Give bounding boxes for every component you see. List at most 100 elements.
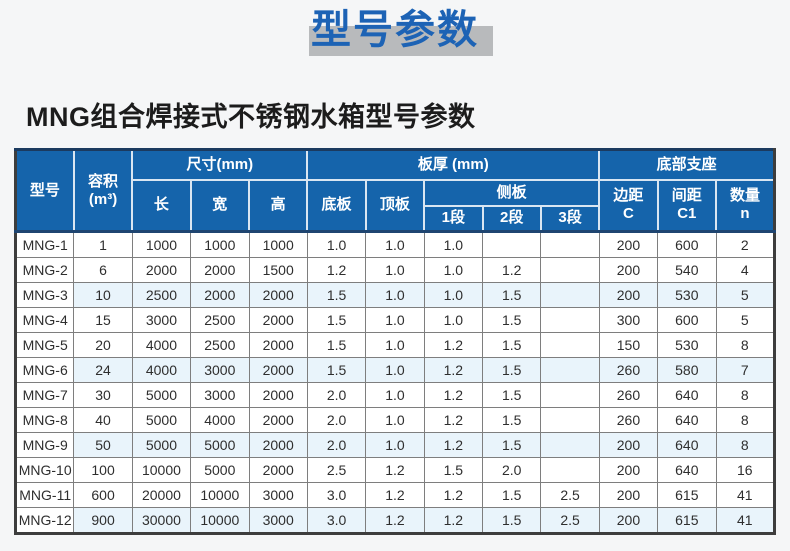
- table-row: MNG-7 30 5000 3000 2000 2.0 1.0 1.2 1.5 260 640 8: [14, 382, 775, 408]
- cell-height: 2000: [248, 407, 308, 433]
- cell-side-seg3: [540, 407, 600, 433]
- table-row: MNG-11 600 20000 10000 3000 3.0 1.2 1.2 1.5 2.5 20…: [14, 482, 775, 508]
- col-header-model: 型号: [14, 148, 75, 233]
- cell-side-seg2: 1.2: [481, 257, 542, 283]
- cell-volume: 30: [73, 382, 133, 408]
- cell-edge-c: 200: [598, 507, 659, 534]
- col-group-size: 尺寸(mm): [131, 148, 309, 181]
- cell-spacing-c1: 600: [657, 230, 717, 258]
- cell-edge-c: 260: [598, 382, 659, 408]
- cell-spacing-c1: 615: [657, 482, 717, 508]
- cell-length: 5000: [131, 407, 192, 433]
- cell-model: MNG-3: [14, 282, 75, 308]
- col-header-seg2: 2段: [481, 204, 542, 233]
- cell-volume: 40: [73, 407, 133, 433]
- cell-height: 2000: [248, 332, 308, 358]
- cell-volume: 20: [73, 332, 133, 358]
- cell-model: MNG-4: [14, 307, 75, 333]
- cell-length: 3000: [131, 307, 192, 333]
- cell-side-seg1: 1.2: [423, 407, 484, 433]
- cell-qty-n: 8: [715, 382, 775, 408]
- cell-side-seg3: 2.5: [540, 482, 600, 508]
- cell-width: 5000: [190, 457, 250, 483]
- col-header-volume-line2: (m³): [88, 190, 118, 208]
- cell-model: MNG-8: [14, 407, 75, 433]
- cell-bottom-plate: 1.5: [306, 307, 367, 333]
- col-group-side-plate: 侧板: [423, 178, 601, 207]
- cell-volume: 1: [73, 230, 133, 258]
- cell-length: 2500: [131, 282, 192, 308]
- cell-model: MNG-10: [14, 457, 75, 483]
- col-header-edge-c: 边距 C: [598, 178, 659, 233]
- table-row: MNG-2 6 2000 2000 1500 1.2 1.0 1.0 1.2 200 540 4: [14, 257, 775, 283]
- cell-length: 20000: [131, 482, 192, 508]
- cell-side-seg1: 1.0: [423, 257, 484, 283]
- cell-side-seg1: 1.2: [423, 507, 484, 534]
- cell-spacing-c1: 580: [657, 357, 717, 383]
- cell-spacing-c1: 640: [657, 457, 717, 483]
- cell-side-seg3: [540, 257, 600, 283]
- cell-qty-n: 8: [715, 332, 775, 358]
- cell-side-seg3: [540, 230, 600, 258]
- cell-spacing-c1: 640: [657, 407, 717, 433]
- cell-side-seg3: [540, 282, 600, 308]
- cell-side-seg1: 1.5: [423, 457, 484, 483]
- cell-top-plate: 1.0: [365, 332, 425, 358]
- table-body: MNG-1 1 1000 1000 1000 1.0 1.0 1.0 200 600 2 MNG-2 6…: [14, 230, 775, 534]
- col-group-thickness: 板厚 (mm): [306, 148, 601, 181]
- col-header-volume-line1: 容积: [88, 172, 119, 190]
- table-row: MNG-9 50 5000 5000 2000 2.0 1.0 1.2 1.5 200 640 8: [14, 432, 775, 458]
- cell-edge-c: 300: [598, 307, 659, 333]
- col-header-height: 高: [247, 178, 309, 233]
- cell-width: 1000: [190, 230, 250, 258]
- col-header-qty-n-line1: 数量: [729, 187, 760, 205]
- cell-length: 5000: [131, 432, 192, 458]
- cell-bottom-plate: 1.5: [306, 332, 367, 358]
- cell-bottom-plate: 3.0: [306, 507, 367, 534]
- cell-edge-c: 200: [598, 282, 659, 308]
- cell-top-plate: 1.2: [365, 507, 425, 534]
- cell-edge-c: 200: [598, 257, 659, 283]
- cell-bottom-plate: 1.0: [306, 230, 367, 258]
- table-row: MNG-6 24 4000 3000 2000 1.5 1.0 1.2 1.5 260 580 7: [14, 357, 775, 383]
- cell-bottom-plate: 1.5: [306, 282, 367, 308]
- cell-length: 1000: [131, 230, 192, 258]
- cell-qty-n: 5: [715, 307, 775, 333]
- cell-length: 2000: [131, 257, 192, 283]
- cell-height: 3000: [248, 507, 308, 534]
- header-row-sub: 长 宽 高 底板 顶板 侧板 边距 C 间距 C1 数量 n: [16, 178, 776, 233]
- cell-height: 2000: [248, 307, 308, 333]
- cell-bottom-plate: 2.0: [306, 407, 367, 433]
- cell-height: 2000: [248, 357, 308, 383]
- col-header-spacing-c1-line1: 间距: [671, 187, 702, 205]
- cell-bottom-plate: 2.0: [306, 432, 367, 458]
- page-title: 型号参数: [309, 6, 493, 56]
- col-header-qty-n-line2: n: [740, 205, 750, 223]
- spec-table: 型号 容积 (m³) 尺寸(mm) 板厚 (mm) 底部支座 长 宽 高 底板 …: [14, 148, 776, 535]
- cell-edge-c: 200: [598, 432, 659, 458]
- cell-width: 5000: [190, 432, 250, 458]
- cell-width: 10000: [190, 482, 250, 508]
- cell-model: MNG-11: [14, 482, 75, 508]
- col-header-bottom-plate: 底板: [306, 178, 367, 233]
- cell-side-seg1: 1.0: [423, 230, 484, 258]
- cell-volume: 50: [73, 432, 133, 458]
- cell-volume: 6: [73, 257, 133, 283]
- table-row: MNG-12 900 30000 10000 3000 3.0 1.2 1.2 1.5 2.5 20…: [14, 507, 775, 534]
- cell-side-seg2: 1.5: [481, 332, 542, 358]
- cell-side-seg3: 2.5: [540, 507, 600, 534]
- table-subtitle: MNG组合焊接式不锈钢水箱型号参数: [26, 102, 476, 132]
- cell-edge-c: 200: [598, 457, 659, 483]
- cell-qty-n: 8: [715, 432, 775, 458]
- cell-height: 2000: [248, 382, 308, 408]
- cell-side-seg1: 1.2: [423, 432, 484, 458]
- col-header-volume: 容积 (m³): [72, 148, 134, 233]
- cell-top-plate: 1.2: [365, 482, 425, 508]
- cell-volume: 15: [73, 307, 133, 333]
- cell-model: MNG-2: [14, 257, 75, 283]
- cell-height: 1000: [248, 230, 308, 258]
- cell-width: 2500: [190, 307, 250, 333]
- cell-side-seg2: 1.5: [481, 482, 542, 508]
- col-header-seg3: 3段: [539, 204, 601, 233]
- cell-bottom-plate: 1.5: [306, 357, 367, 383]
